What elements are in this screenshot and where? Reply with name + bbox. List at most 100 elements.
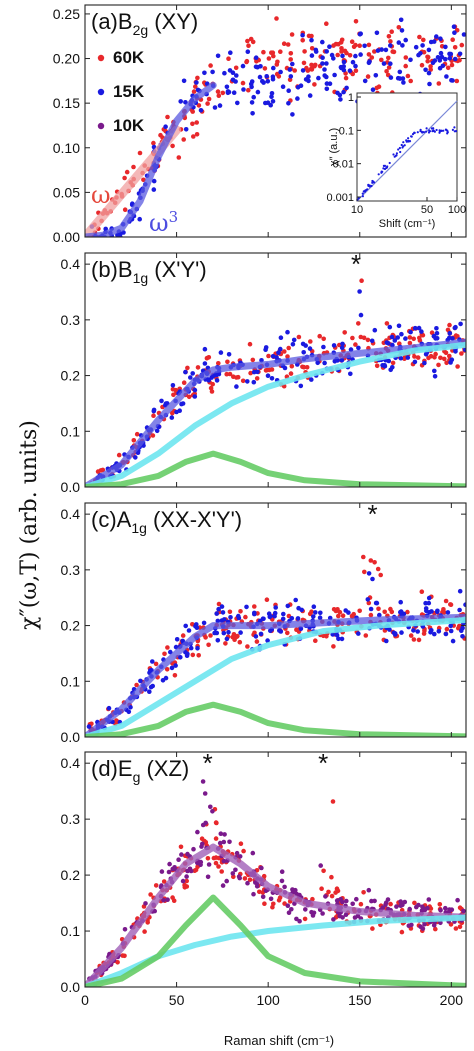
data-point-15K [434, 34, 439, 39]
legend-marker-15K [97, 88, 105, 96]
data-point-60K [396, 25, 402, 30]
inset-x-tick-label: 100 [448, 204, 466, 216]
data-point-15K [357, 289, 362, 294]
data-point-10K [354, 896, 359, 902]
data-point-15K [399, 630, 404, 635]
data-point-60K [134, 431, 140, 437]
panel-c: 0.0 0.1 0.2 0.3 0.4 (c)A1g (XX-X'Y') * [61, 499, 467, 745]
data-point-15K [447, 335, 452, 341]
data-point-15K [265, 79, 271, 84]
data-point-60K [247, 341, 253, 347]
inset-point [411, 133, 415, 136]
data-point-15K [316, 75, 321, 81]
data-point-60K [361, 335, 367, 341]
data-point-15K [358, 52, 363, 57]
data-point-60K [447, 322, 452, 328]
data-point-15K [177, 408, 182, 414]
inset-point [425, 127, 428, 130]
fit-line-cyan [85, 341, 466, 487]
data-point-60K [278, 49, 283, 54]
data-point-15K [398, 609, 404, 614]
data-point-60K [419, 62, 425, 68]
data-point-60K [178, 844, 184, 850]
data-point-15K [341, 89, 346, 95]
data-point-15K [339, 345, 345, 351]
data-point-15K [264, 74, 270, 79]
data-point-15K [260, 616, 266, 621]
data-point-15K [427, 81, 432, 87]
inset-point [388, 161, 391, 165]
data-point-10K [122, 927, 128, 932]
data-point-15K [356, 345, 361, 351]
plot-area-d [85, 779, 466, 987]
panel-frame-c [84, 502, 467, 738]
data-point-15K [443, 44, 448, 50]
data-point-60K [181, 137, 186, 142]
data-point-60K [150, 433, 156, 438]
data-point-60K [449, 62, 455, 68]
data-point-15K [340, 53, 345, 59]
data-point-15K [408, 57, 413, 63]
inset-point [451, 128, 454, 131]
data-point-10K [167, 861, 172, 867]
data-point-15K [222, 617, 227, 622]
data-point-60K [386, 34, 392, 39]
data-point-60K [363, 633, 369, 638]
data-point-60K [194, 132, 200, 137]
data-point-60K [365, 74, 371, 79]
data-point-15K [255, 89, 261, 95]
data-point-15K [415, 629, 421, 634]
data-point-15K [386, 358, 392, 364]
peak-marker: * [203, 748, 213, 778]
data-point-10K [170, 866, 175, 872]
data-point-15K [315, 360, 321, 366]
data-point-15K [169, 665, 175, 671]
data-point-15K [183, 369, 188, 375]
data-point-15K [387, 627, 392, 632]
y-tick-label: 0.2 [61, 368, 81, 384]
data-point-60K [389, 609, 395, 615]
data-point-15K [365, 597, 371, 602]
data-point-15K [444, 74, 449, 79]
data-point-60K [219, 869, 224, 874]
peak-marker: * [368, 499, 378, 529]
data-point-15K [426, 600, 432, 606]
data-point-15K [426, 47, 432, 53]
data-point-10K [323, 894, 328, 899]
data-point-10K [251, 891, 256, 897]
y-tick-label: 0.1 [61, 423, 81, 439]
panel-a: 0.000.050.100.150.200.25 (a)B2g (XY)60K15… [53, 4, 467, 245]
inset-point [371, 181, 374, 184]
data-point-15K [433, 336, 438, 341]
data-point-60K [442, 356, 447, 362]
data-point-15K [307, 346, 313, 351]
data-point-15K [224, 84, 230, 90]
data-point-15K [387, 324, 393, 330]
data-point-60K [356, 321, 361, 326]
data-point-15K [225, 89, 231, 94]
data-point-15K [183, 127, 189, 132]
data-point-60K [171, 392, 176, 398]
data-point-15K [269, 376, 275, 381]
omega3-annotation: ω3 [149, 208, 178, 237]
inset-point [421, 131, 424, 134]
data-point-15K [434, 331, 440, 336]
data-point-60K [235, 374, 241, 380]
data-point-60K [246, 43, 251, 48]
data-point-60K [245, 644, 250, 649]
data-point-60K [429, 330, 435, 336]
data-point-10K [217, 840, 223, 846]
data-point-15K [249, 100, 255, 105]
data-point-60K [206, 355, 212, 360]
data-point-10K [282, 884, 287, 890]
data-point-15K [288, 74, 294, 79]
data-point-10K [438, 908, 443, 913]
data-point-60K [223, 641, 228, 646]
data-point-10K [218, 831, 224, 836]
data-point-15K [235, 100, 240, 106]
fit-line-blue [85, 338, 466, 487]
data-point-60K [374, 363, 380, 369]
data-point-60K [214, 820, 219, 826]
data-point-60K [408, 78, 414, 84]
data-point-60K [124, 169, 130, 175]
